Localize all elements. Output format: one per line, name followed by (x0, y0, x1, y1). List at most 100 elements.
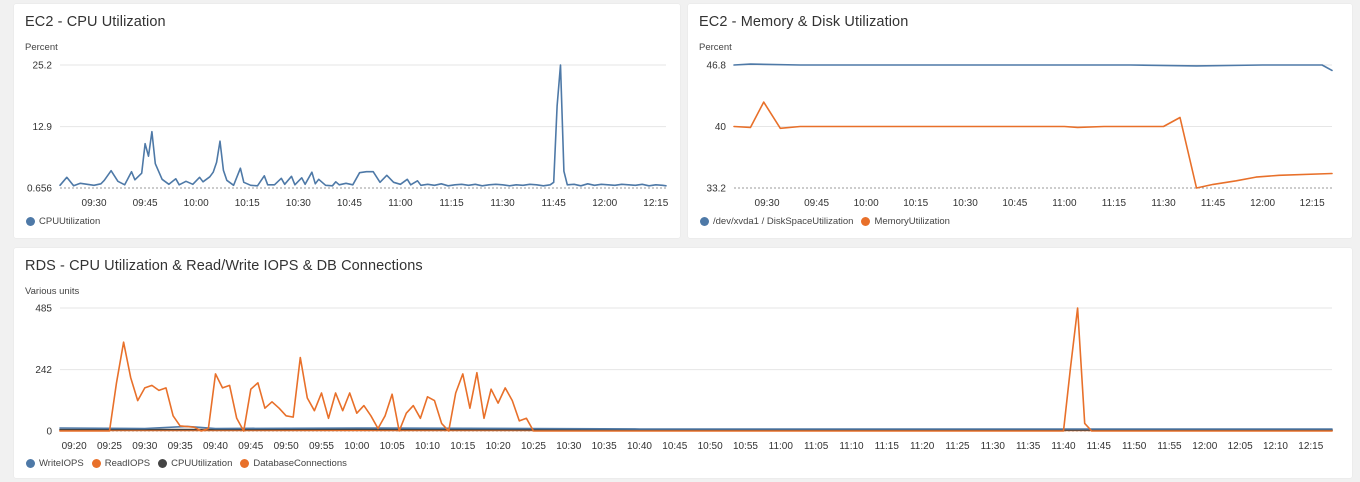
x-tick-label: 12:10 (1263, 441, 1288, 452)
x-tick-label: 11:45 (542, 198, 567, 209)
x-tick-label: 09:25 (97, 441, 122, 452)
memory-disk-chart: 46.8 40 33.2 09:30 09:45 10:00 10:15 10:30 10:45… (707, 61, 1333, 209)
series-line-dev-xvda1-diskspaceutilization (733, 63, 1333, 72)
x-tick-label: 10:35 (592, 441, 617, 452)
x-tick-label: 09:20 (62, 441, 87, 452)
legend-label: WriteIOPS (39, 458, 84, 469)
x-tick-label: 09:30 (132, 441, 157, 452)
x-tick-label: 11:45 (1087, 441, 1112, 452)
x-tick-label: 10:00 (854, 198, 879, 209)
x-tick-label: 12:00 (1192, 441, 1217, 452)
panel-title: EC2 - CPU Utilization (25, 14, 166, 30)
series-line-cpuutilization (59, 64, 667, 187)
legend-swatch (861, 217, 871, 226)
x-tick-label: 10:45 (662, 441, 687, 452)
x-tick-label: 12:15 (643, 198, 668, 209)
legend-item[interactable]: DatabaseConnections (240, 458, 347, 469)
legend-swatch (240, 459, 250, 468)
series-line-writeiops (59, 425, 1333, 430)
x-tick-label: 09:45 (804, 198, 829, 209)
legend-swatch (26, 217, 35, 226)
legend-label: MemoryUtilization (874, 216, 950, 227)
legend-swatch (158, 459, 168, 468)
legend: WriteIOPS ReadIOPS CPUUtilization DatabaseC… (26, 458, 347, 469)
x-tick-label: 11:10 (839, 441, 864, 452)
x-tick-label: 11:35 (1016, 441, 1041, 452)
x-tick-label: 09:30 (755, 198, 780, 209)
x-tick-label: 10:00 (344, 441, 369, 452)
x-tick-label: 10:30 (556, 441, 581, 452)
legend-label: /dev/xvda1 / DiskSpaceUtilization (713, 216, 854, 227)
y-tick-label: 242 (35, 365, 52, 376)
y-tick-label: 40 (715, 122, 727, 133)
x-tick-label: 11:30 (490, 198, 515, 209)
legend-label: CPUUtilization (39, 216, 101, 227)
x-tick-label: 11:30 (981, 441, 1006, 452)
x-tick-label: 11:45 (1201, 198, 1226, 209)
y-tick-label: 0.656 (27, 184, 52, 195)
y-tick-label: 0 (46, 427, 52, 438)
y-tick-label: 12.9 (33, 122, 53, 133)
legend-item[interactable]: WriteIOPS (26, 458, 84, 469)
y-tick-label: 25.2 (33, 61, 53, 72)
x-tick-label: 10:50 (698, 441, 723, 452)
x-tick-label: 11:30 (1151, 198, 1176, 209)
legend-item[interactable]: ReadIOPS (91, 458, 150, 469)
x-tick-label: 11:05 (804, 441, 829, 452)
x-tick-label: 12:05 (1228, 441, 1253, 452)
x-tick-label: 10:45 (1002, 198, 1027, 209)
x-tick-label: 10:55 (733, 441, 758, 452)
series-line-readiops (59, 307, 1333, 432)
x-tick-label: 12:15 (1298, 441, 1323, 452)
x-tick-label: 10:10 (415, 441, 440, 452)
legend-item[interactable]: CPUUtilization (26, 216, 100, 227)
x-tick-label: 09:55 (309, 441, 334, 452)
x-tick-label: 09:50 (274, 441, 299, 452)
x-tick-label: 10:45 (337, 198, 362, 209)
x-tick-label: 12:15 (1300, 198, 1325, 209)
rds-panel: RDS - CPU Utilization & Read/Write IOPS … (14, 248, 1352, 478)
x-tick-label: 11:00 (1052, 198, 1077, 209)
x-tick-label: 10:05 (380, 441, 405, 452)
x-tick-label: 09:30 (82, 198, 107, 209)
x-tick-label: 10:00 (184, 198, 209, 209)
legend: CPUUtilization (26, 216, 100, 227)
x-tick-label: 11:15 (1102, 198, 1127, 209)
y-axis-label: Percent (699, 42, 732, 53)
legend-item[interactable]: MemoryUtilization (861, 216, 950, 227)
x-tick-label: 09:40 (203, 441, 228, 452)
x-tick-label: 12:00 (1250, 198, 1275, 209)
y-axis-label: Various units (25, 286, 80, 297)
x-tick-label: 12:00 (592, 198, 617, 209)
legend-label: DatabaseConnections (253, 458, 347, 469)
series-line-memoryutilization (733, 101, 1333, 189)
x-tick-label: 10:20 (486, 441, 511, 452)
legend-item[interactable]: CPUUtilization (158, 458, 232, 469)
x-tick-label: 11:15 (439, 198, 464, 209)
x-tick-label: 10:15 (903, 198, 928, 209)
y-axis-label: Percent (25, 42, 58, 53)
x-tick-label: 11:55 (1157, 441, 1182, 452)
x-tick-label: 11:20 (910, 441, 935, 452)
y-tick-label: 485 (35, 304, 52, 315)
panel-title: RDS - CPU Utilization & Read/Write IOPS … (25, 258, 423, 274)
legend-item[interactable]: /dev/xvda1 / DiskSpaceUtilization (700, 216, 853, 227)
x-tick-label: 11:40 (1051, 441, 1076, 452)
x-tick-label: 09:45 (133, 198, 158, 209)
legend-swatch (91, 459, 101, 468)
memory-disk-panel: EC2 - Memory & Disk Utilization Percent … (688, 4, 1352, 238)
cpu-chart: 25.2 12.9 0.656 09:30 09:45 10:00 10:15 10:30 10… (27, 61, 669, 210)
x-tick-label: 10:15 (235, 198, 260, 209)
legend: /dev/xvda1 / DiskSpaceUtilization MemoryU… (700, 216, 950, 227)
cpu-panel: EC2 - CPU Utilization Percent 25.2 12.9 0.… (14, 4, 680, 238)
legend-swatch (700, 217, 709, 226)
y-tick-label: 46.8 (707, 61, 727, 72)
x-tick-label: 11:00 (769, 441, 794, 452)
x-tick-label: 10:25 (521, 441, 546, 452)
x-tick-label: 11:50 (1122, 441, 1147, 452)
legend-label: CPUUtilization (171, 458, 233, 469)
x-tick-label: 10:30 (286, 198, 311, 209)
x-tick-label: 10:30 (953, 198, 978, 209)
x-tick-label: 09:35 (168, 441, 193, 452)
panel-title: EC2 - Memory & Disk Utilization (699, 14, 909, 30)
